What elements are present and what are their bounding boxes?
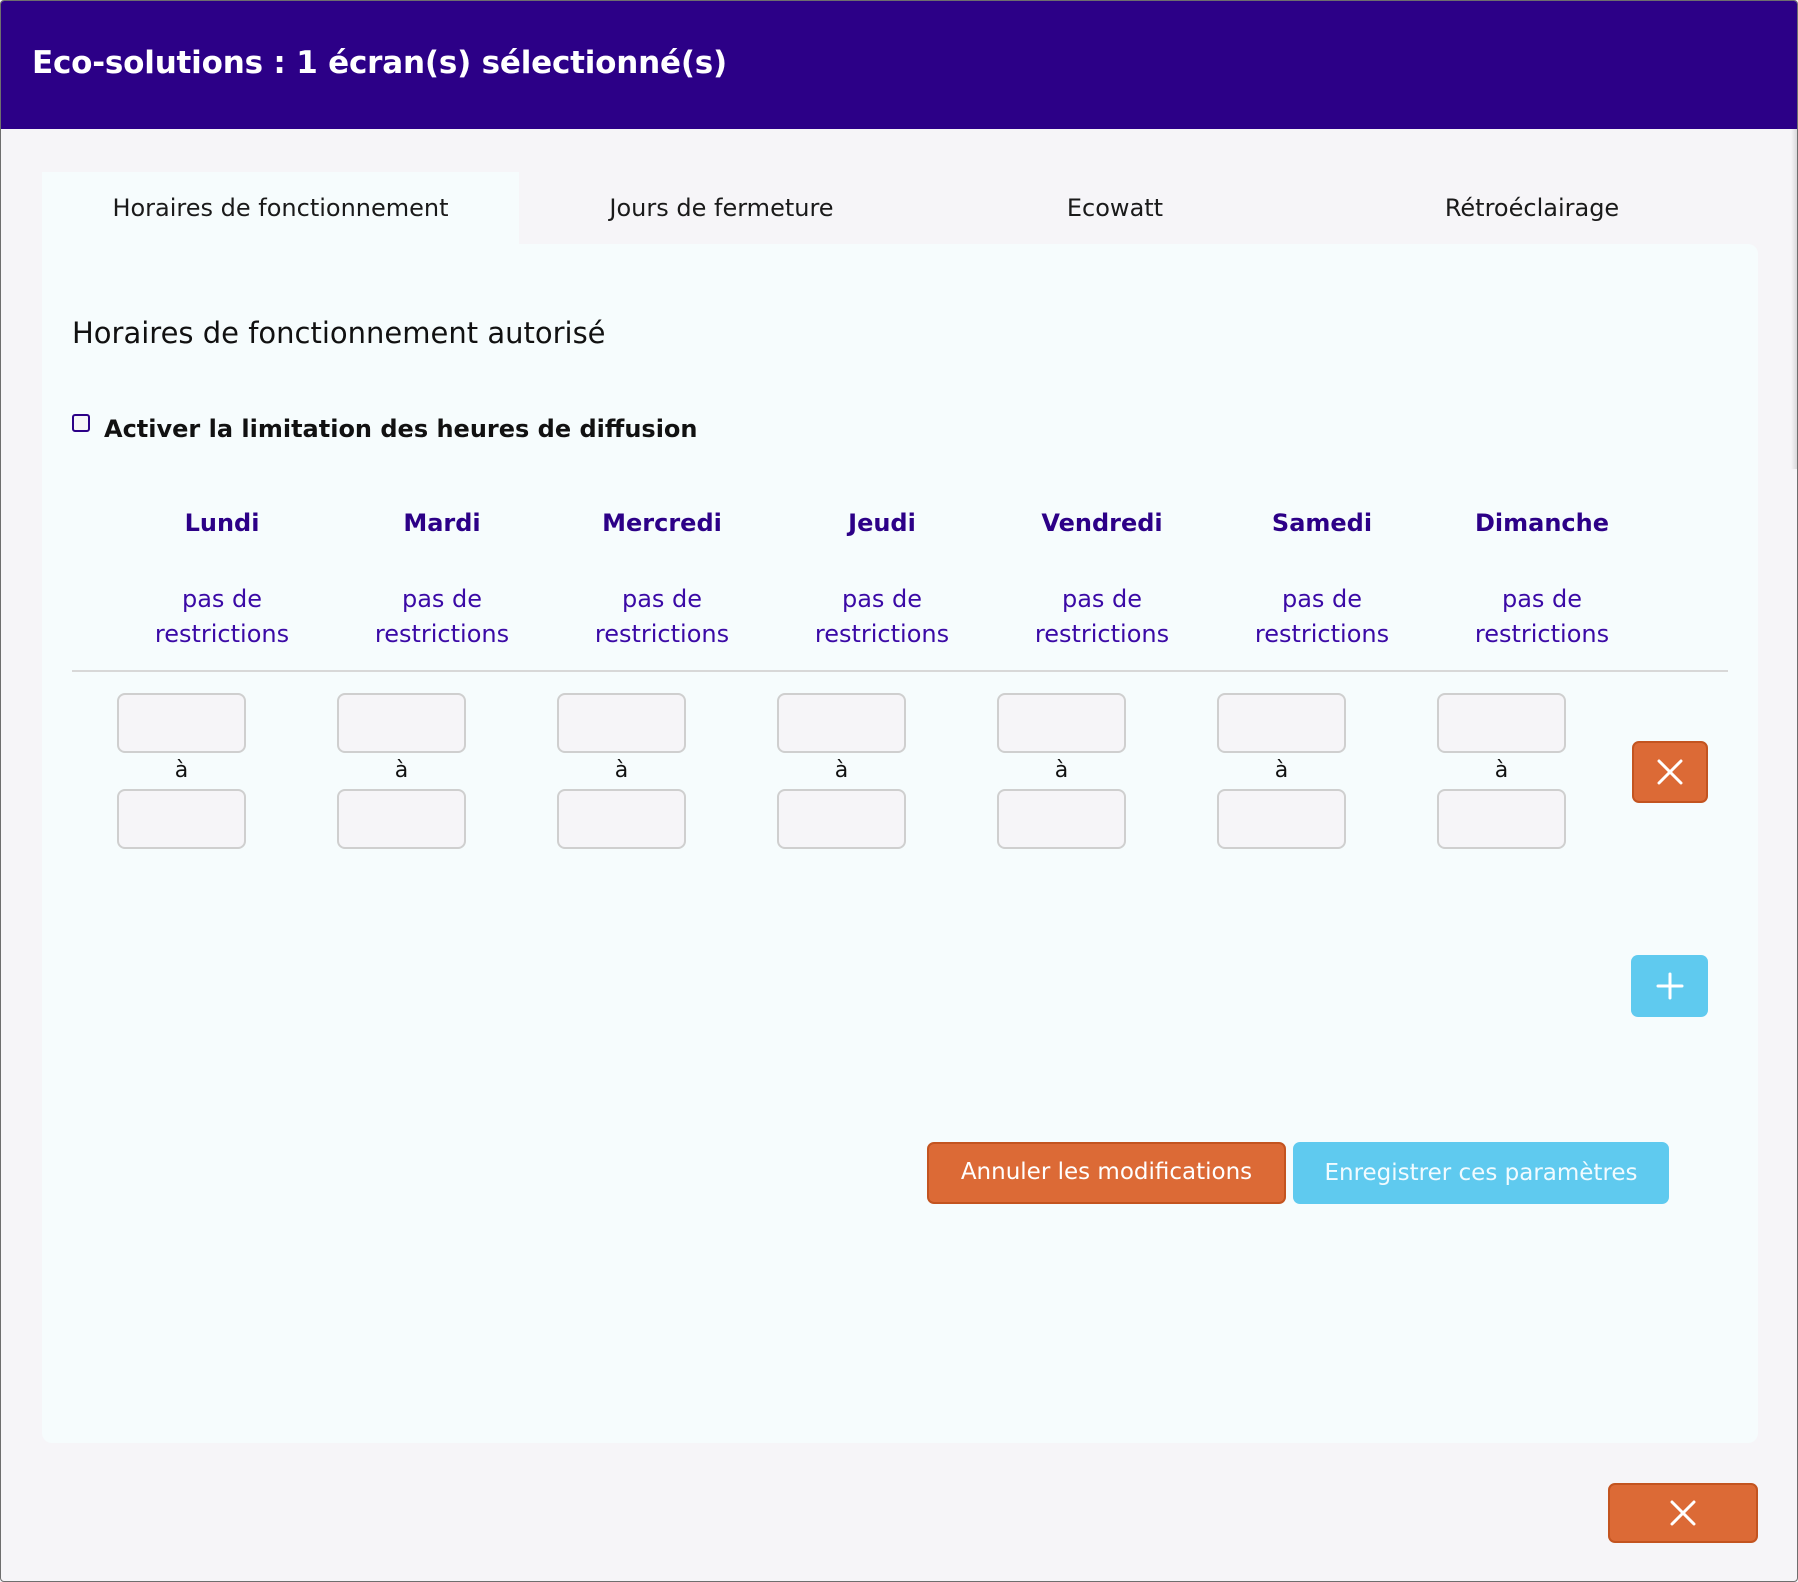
day-name: Dimanche (1474, 509, 1610, 537)
day-column-lundi: Lundi pas de restrictions (112, 508, 332, 652)
day-status-line: restrictions (594, 620, 730, 648)
dimanche-end-time-input[interactable] (1437, 789, 1566, 849)
lundi-end-time-input[interactable] (117, 789, 246, 849)
range-separator: à (1054, 758, 1069, 783)
day-name: Mardi (403, 509, 481, 537)
range-separator: à (394, 758, 409, 783)
section-title: Horaires de fonctionnement autorisé (72, 316, 606, 350)
delete-row-button[interactable] (1632, 741, 1708, 803)
day-status: pas de restrictions (992, 582, 1212, 652)
tab-retroeclairage[interactable]: Rétroéclairage (1306, 172, 1758, 244)
vendredi-start-time-input[interactable] (997, 693, 1126, 753)
tab-jours-de-fermeture[interactable]: Jours de fermeture (519, 172, 924, 244)
tab-panel-horaires: Horaires de fonctionnement autorisé Acti… (42, 244, 1758, 1443)
divider (72, 670, 1728, 672)
day-column-mercredi: Mercredi pas de restrictions (552, 508, 772, 652)
edge-shadow (1791, 129, 1797, 469)
range-separator: à (1494, 758, 1509, 783)
plus-icon (1656, 972, 1683, 1000)
tab-horaires-de-fonctionnement[interactable]: Horaires de fonctionnement (42, 172, 519, 244)
day-name: Vendredi (1041, 509, 1163, 537)
jeudi-end-time-input[interactable] (777, 789, 906, 849)
day-column-vendredi: Vendredi pas de restrictions (992, 508, 1212, 652)
day-status-line: restrictions (1034, 620, 1170, 648)
cancel-changes-button[interactable]: Annuler les modifications (927, 1142, 1286, 1204)
day-status: pas de restrictions (552, 582, 772, 652)
day-status-line: pas de (1501, 585, 1583, 613)
add-row-button[interactable] (1631, 955, 1708, 1017)
mardi-start-time-input[interactable] (337, 693, 466, 753)
mercredi-end-time-input[interactable] (557, 789, 686, 849)
dialog-header: Eco-solutions : 1 écran(s) sélectionné(s… (1, 1, 1797, 129)
day-status-line: restrictions (154, 620, 290, 648)
day-column-dimanche: Dimanche pas de restrictions (1432, 508, 1652, 652)
day-status: pas de restrictions (772, 582, 992, 652)
day-status-line: pas de (1281, 585, 1363, 613)
day-status: pas de restrictions (112, 582, 332, 652)
mardi-end-time-input[interactable] (337, 789, 466, 849)
day-status-line: pas de (841, 585, 923, 613)
close-dialog-button[interactable] (1608, 1483, 1758, 1543)
enable-limitation-checkbox[interactable] (72, 414, 90, 432)
day-name: Lundi (184, 509, 260, 537)
dimanche-start-time-input[interactable] (1437, 693, 1566, 753)
tab-label: Ecowatt (1066, 194, 1164, 222)
day-name: Mercredi (602, 509, 722, 537)
day-column-samedi: Samedi pas de restrictions (1212, 508, 1432, 652)
day-status-line: pas de (621, 585, 703, 613)
mercredi-start-time-input[interactable] (557, 693, 686, 753)
samedi-start-time-input[interactable] (1217, 693, 1346, 753)
range-separator: à (174, 758, 189, 783)
enable-limitation-label[interactable]: Activer la limitation des heures de diff… (104, 415, 698, 443)
day-column-mardi: Mardi pas de restrictions (332, 508, 552, 652)
jeudi-start-time-input[interactable] (777, 693, 906, 753)
day-status-line: restrictions (374, 620, 510, 648)
day-status-line: restrictions (1474, 620, 1610, 648)
tab-label: Rétroéclairage (1444, 194, 1620, 222)
range-separator: à (1274, 758, 1289, 783)
day-name: Jeudi (848, 509, 916, 537)
save-settings-button[interactable]: Enregistrer ces paramètres (1293, 1142, 1669, 1204)
day-status: pas de restrictions (1432, 582, 1652, 652)
day-status-line: pas de (401, 585, 483, 613)
day-status-line: restrictions (1254, 620, 1390, 648)
day-status: pas de restrictions (332, 582, 552, 652)
vendredi-end-time-input[interactable] (997, 789, 1126, 849)
tab-label: Jours de fermeture (609, 194, 834, 222)
day-status-line: restrictions (814, 620, 950, 648)
day-name: Samedi (1271, 509, 1373, 537)
range-separator: à (614, 758, 629, 783)
dialog-title: Eco-solutions : 1 écran(s) sélectionné(s… (32, 45, 728, 81)
close-icon (1670, 1500, 1696, 1526)
day-status: pas de restrictions (1212, 582, 1432, 652)
close-icon (1657, 759, 1683, 785)
day-status-line: pas de (181, 585, 263, 613)
tab-bar: Horaires de fonctionnement Jours de ferm… (42, 172, 1758, 244)
day-column-jeudi: Jeudi pas de restrictions (772, 508, 992, 652)
tab-ecowatt[interactable]: Ecowatt (924, 172, 1306, 244)
lundi-start-time-input[interactable] (117, 693, 246, 753)
day-status-line: pas de (1061, 585, 1143, 613)
tab-label: Horaires de fonctionnement (112, 194, 449, 222)
samedi-end-time-input[interactable] (1217, 789, 1346, 849)
range-separator: à (834, 758, 849, 783)
